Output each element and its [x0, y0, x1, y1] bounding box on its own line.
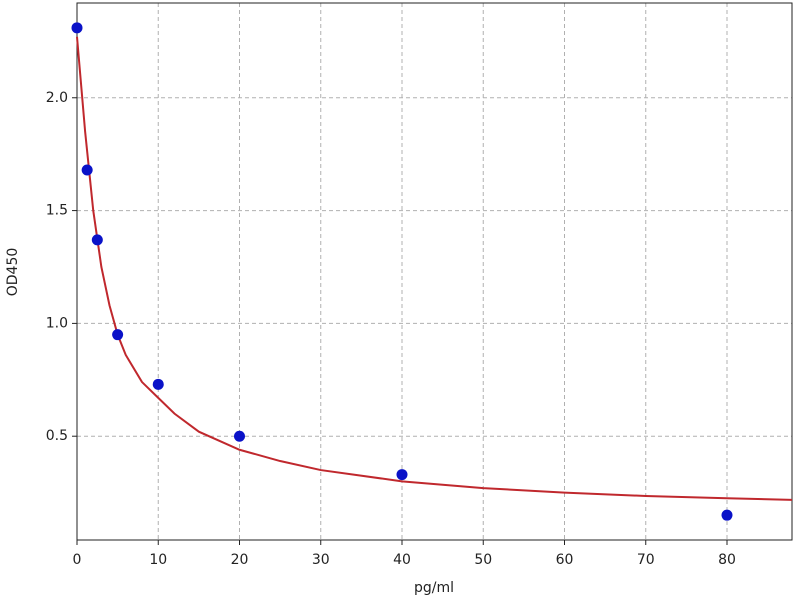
- data-point: [112, 329, 124, 341]
- x-tick-label: 0: [73, 552, 82, 568]
- x-tick-label: 10: [149, 552, 167, 568]
- y-tick-label: 2.0: [46, 90, 68, 106]
- data-point: [71, 22, 83, 34]
- x-axis-label: pg/ml: [414, 580, 454, 596]
- x-tick-label: 40: [393, 552, 411, 568]
- data-point: [396, 469, 408, 481]
- y-tick-label: 1.0: [46, 315, 68, 331]
- y-tick-label: 0.5: [46, 428, 68, 444]
- data-point: [81, 164, 93, 176]
- x-tick-label: 80: [718, 552, 736, 568]
- plot-frame: [76, 2, 793, 541]
- x-tick-label: 20: [231, 552, 249, 568]
- data-point: [234, 430, 245, 442]
- data-point: [721, 509, 733, 521]
- y-axis-label: OD450: [5, 248, 21, 297]
- y-tick-label: 1.5: [46, 203, 68, 219]
- fit-curve: [76, 36, 793, 501]
- data-point: [91, 234, 103, 246]
- x-tick-label: 60: [556, 552, 574, 568]
- x-tick-label: 30: [312, 552, 330, 568]
- x-tick-label: 70: [637, 552, 655, 568]
- x-tick-label: 50: [474, 552, 492, 568]
- data-point: [152, 378, 164, 390]
